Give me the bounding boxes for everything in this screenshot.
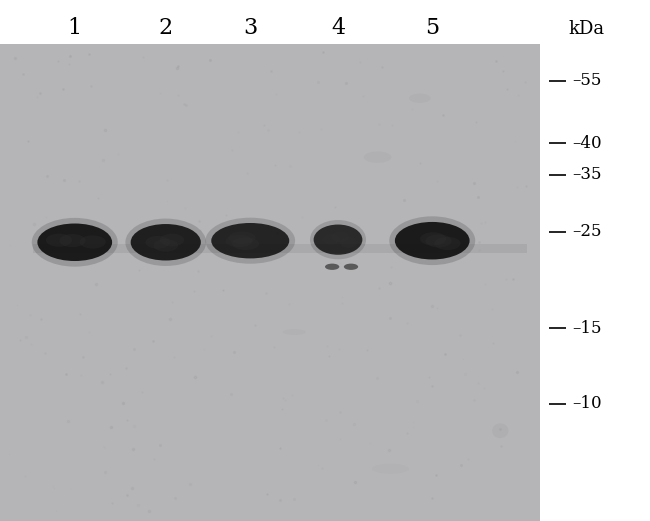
Ellipse shape [46,233,72,247]
Ellipse shape [325,264,339,270]
Ellipse shape [310,220,366,259]
Text: –35: –35 [572,166,601,183]
Ellipse shape [59,234,86,247]
Text: 4: 4 [331,17,345,39]
Ellipse shape [32,218,118,267]
Ellipse shape [79,235,106,249]
Ellipse shape [125,219,206,266]
Text: 5: 5 [425,17,439,39]
Ellipse shape [492,424,508,438]
Text: –15: –15 [572,320,601,337]
Text: –25: –25 [572,224,601,240]
Ellipse shape [332,232,349,242]
Ellipse shape [211,223,289,258]
Ellipse shape [153,239,178,252]
Ellipse shape [340,237,357,248]
Text: kDa: kDa [569,20,605,38]
Ellipse shape [426,234,452,247]
Bar [0,44,540,521]
Ellipse shape [313,225,363,255]
Text: 1: 1 [68,17,82,39]
Ellipse shape [363,152,391,163]
Ellipse shape [344,264,358,270]
Text: –55: –55 [572,72,601,89]
Text: 3: 3 [243,17,257,39]
Ellipse shape [146,236,170,249]
Ellipse shape [323,234,340,245]
Ellipse shape [232,238,259,250]
Text: –10: –10 [572,395,602,412]
Bar [32,244,526,253]
Ellipse shape [434,237,461,250]
Ellipse shape [228,232,255,244]
Text: –40: –40 [572,135,602,152]
Ellipse shape [395,222,469,259]
Ellipse shape [205,218,295,264]
Ellipse shape [38,224,112,261]
Text: 2: 2 [159,17,173,39]
Ellipse shape [420,232,446,245]
Ellipse shape [226,235,253,247]
Ellipse shape [160,233,185,246]
Ellipse shape [131,224,201,260]
Ellipse shape [389,216,475,265]
Ellipse shape [409,94,431,103]
